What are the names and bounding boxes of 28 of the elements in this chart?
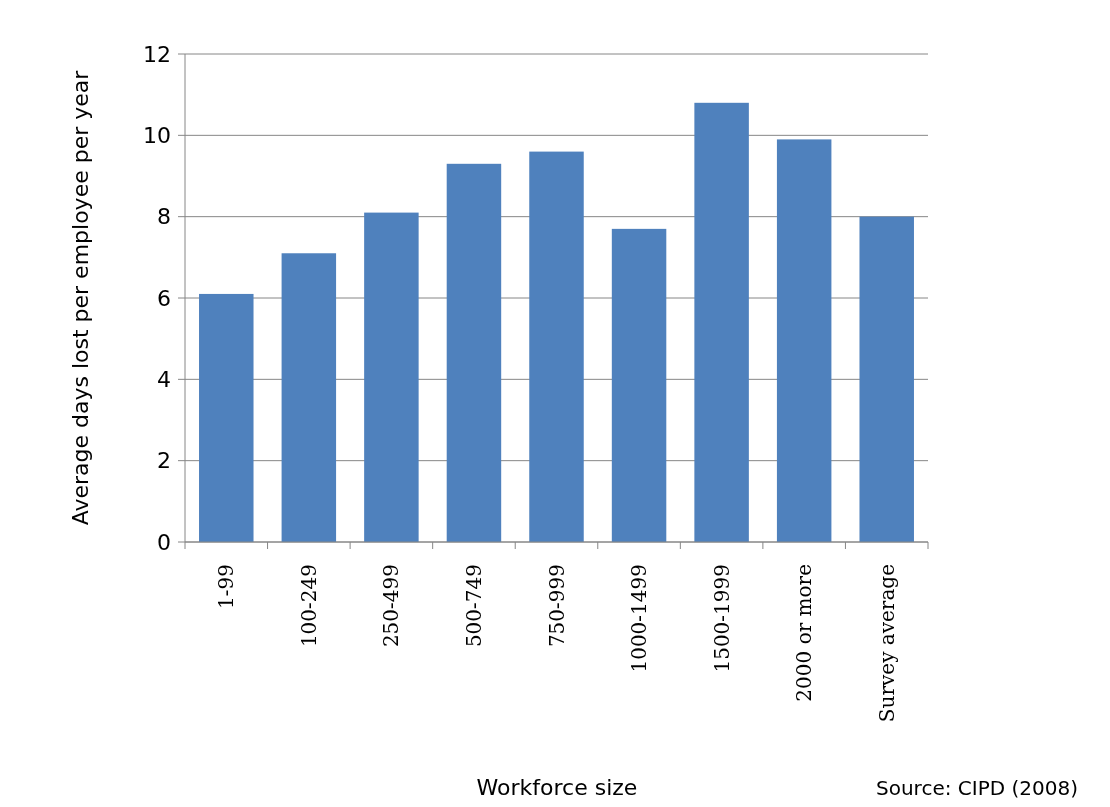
x-tick-label: Survey average: [874, 564, 899, 723]
bar: [446, 163, 502, 542]
x-axis-title: Workforce size: [476, 775, 638, 800]
x-tick-label: 500-749: [461, 564, 486, 648]
x-tick-label: 2000 or more: [792, 564, 817, 702]
bar: [859, 216, 914, 542]
y-tick-label: 12: [143, 41, 171, 67]
source-note: Source: CIPD (2008): [876, 776, 1078, 800]
bar: [281, 253, 337, 542]
y-axis-title: Average days lost per employee per year: [67, 69, 93, 526]
y-tick-label: 10: [143, 123, 171, 149]
bar: [364, 212, 419, 542]
x-tick-label: 250-499: [379, 564, 404, 648]
y-tick-label: 8: [157, 204, 171, 230]
x-tick-label: 100-249: [296, 564, 321, 648]
y-tick-label: 4: [157, 367, 171, 393]
bar: [776, 139, 832, 542]
bar: [611, 228, 667, 542]
y-tick-label: 0: [157, 529, 171, 555]
x-tick-label: 1-99: [214, 564, 239, 609]
y-tick-label: 2: [157, 448, 171, 474]
bar: [694, 102, 749, 542]
bar: [199, 293, 254, 542]
y-tick-label: 6: [157, 285, 171, 311]
bar: [529, 151, 584, 542]
x-tick-label: 1500-1999: [709, 564, 734, 673]
x-tick-label: 750-999: [544, 564, 569, 648]
x-tick-label: 1000-1499: [627, 564, 652, 673]
